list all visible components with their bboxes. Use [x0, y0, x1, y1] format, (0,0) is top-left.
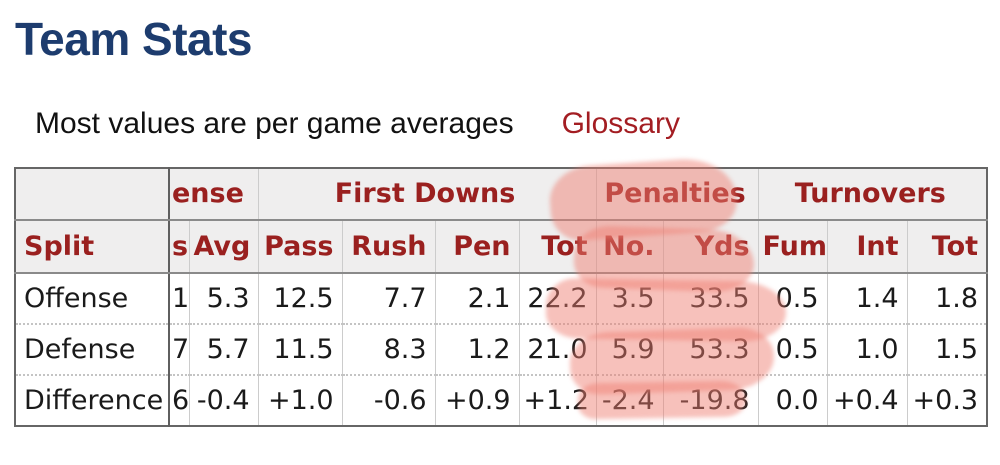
stat-cell: +1.2 — [518, 373, 597, 426]
team-stats-table: ense First Downs Penalties Turnovers Spl… — [14, 166, 989, 427]
stat-cell: 5.7 — [188, 322, 259, 375]
stat-cell: 1.8 — [906, 272, 988, 324]
stat-cell: 3.5 — [595, 272, 664, 324]
group-header-offense-clipped: ense — [168, 167, 259, 221]
stat-cell: -0.6 — [341, 373, 436, 426]
column-header-pen-no[interactable]: No. — [595, 219, 664, 274]
stat-cell: 22.2 — [518, 272, 597, 324]
column-header-pen[interactable]: Pen — [434, 219, 520, 274]
stat-cell: 12.5 — [257, 272, 343, 324]
stat-cell: 1.2 — [434, 322, 520, 375]
row-label-difference: Difference — [15, 373, 170, 426]
stat-cell: 21.0 — [518, 322, 597, 375]
group-header-blank — [14, 167, 170, 221]
stat-cell: 0.0 — [757, 373, 828, 426]
column-header-rush[interactable]: Rush — [341, 219, 436, 274]
stat-cell: -19.8 — [662, 373, 759, 426]
column-header-pass[interactable]: Pass — [257, 219, 343, 274]
group-header-penalties: Penalties — [595, 167, 759, 221]
column-header-row: Split s Avg Pass Rush Pen Tot No. Yds Fu… — [14, 219, 988, 274]
table-row-defense: Defense 7 5.7 11.5 8.3 1.2 21.0 5.9 53.3… — [15, 322, 988, 375]
stat-cell: 0.5 — [757, 322, 828, 375]
stat-cell: 0.5 — [757, 272, 828, 324]
stat-cell: 5.3 — [188, 272, 259, 324]
stat-cell: 8.3 — [341, 322, 436, 375]
stat-cell: 6 — [168, 373, 189, 426]
stat-cell: +0.9 — [434, 373, 520, 426]
subtitle-row: Most values are per game averages Glossa… — [35, 107, 1000, 141]
stat-cell: -2.4 — [595, 373, 664, 426]
column-header-int[interactable]: Int — [826, 219, 908, 274]
column-header-to-tot[interactable]: Tot — [906, 219, 988, 274]
stat-cell: 1.5 — [906, 322, 988, 375]
stat-cell: +0.4 — [826, 373, 908, 426]
table-row-offense: Offense 1 5.3 12.5 7.7 2.1 22.2 3.5 33.5… — [15, 272, 988, 324]
stat-cell: 1.0 — [826, 322, 908, 375]
row-label-offense: Offense — [15, 272, 170, 324]
stat-cell: 7.7 — [341, 272, 436, 324]
page-title: Team Stats — [15, 13, 253, 65]
stat-cell: 53.3 — [662, 322, 759, 375]
column-header-avg[interactable]: Avg — [188, 219, 259, 274]
column-header-fum[interactable]: Fum — [757, 219, 828, 274]
column-header-fd-tot[interactable]: Tot — [518, 219, 597, 274]
table-subtitle: Most values are per game averages — [35, 106, 514, 140]
stat-cell: 33.5 — [662, 272, 759, 324]
stat-cell: 5.9 — [595, 322, 664, 375]
group-header-row: ense First Downs Penalties Turnovers — [14, 167, 988, 221]
row-label-defense: Defense — [15, 322, 170, 375]
column-header-pen-yds[interactable]: Yds — [662, 219, 759, 274]
stat-cell: 1 — [168, 272, 189, 324]
stat-cell: 2.1 — [434, 272, 520, 324]
stat-cell: +0.3 — [906, 373, 988, 426]
stat-cell: -0.4 — [188, 373, 259, 426]
table-row-difference: Difference 6 -0.4 +1.0 -0.6 +0.9 +1.2 -2… — [15, 373, 988, 426]
stat-cell: 11.5 — [257, 322, 343, 375]
stat-cell: 1.4 — [826, 272, 908, 324]
column-header-clipped[interactable]: s — [168, 219, 189, 274]
stat-cell: 7 — [168, 322, 189, 375]
stat-cell: +1.0 — [257, 373, 343, 426]
team-stats-page: Team Stats Most values are per game aver… — [0, 14, 1000, 465]
group-header-first-downs: First Downs — [257, 167, 597, 221]
group-header-turnovers: Turnovers — [757, 167, 988, 221]
glossary-link[interactable]: Glossary — [561, 106, 680, 140]
column-header-split[interactable]: Split — [14, 219, 170, 274]
